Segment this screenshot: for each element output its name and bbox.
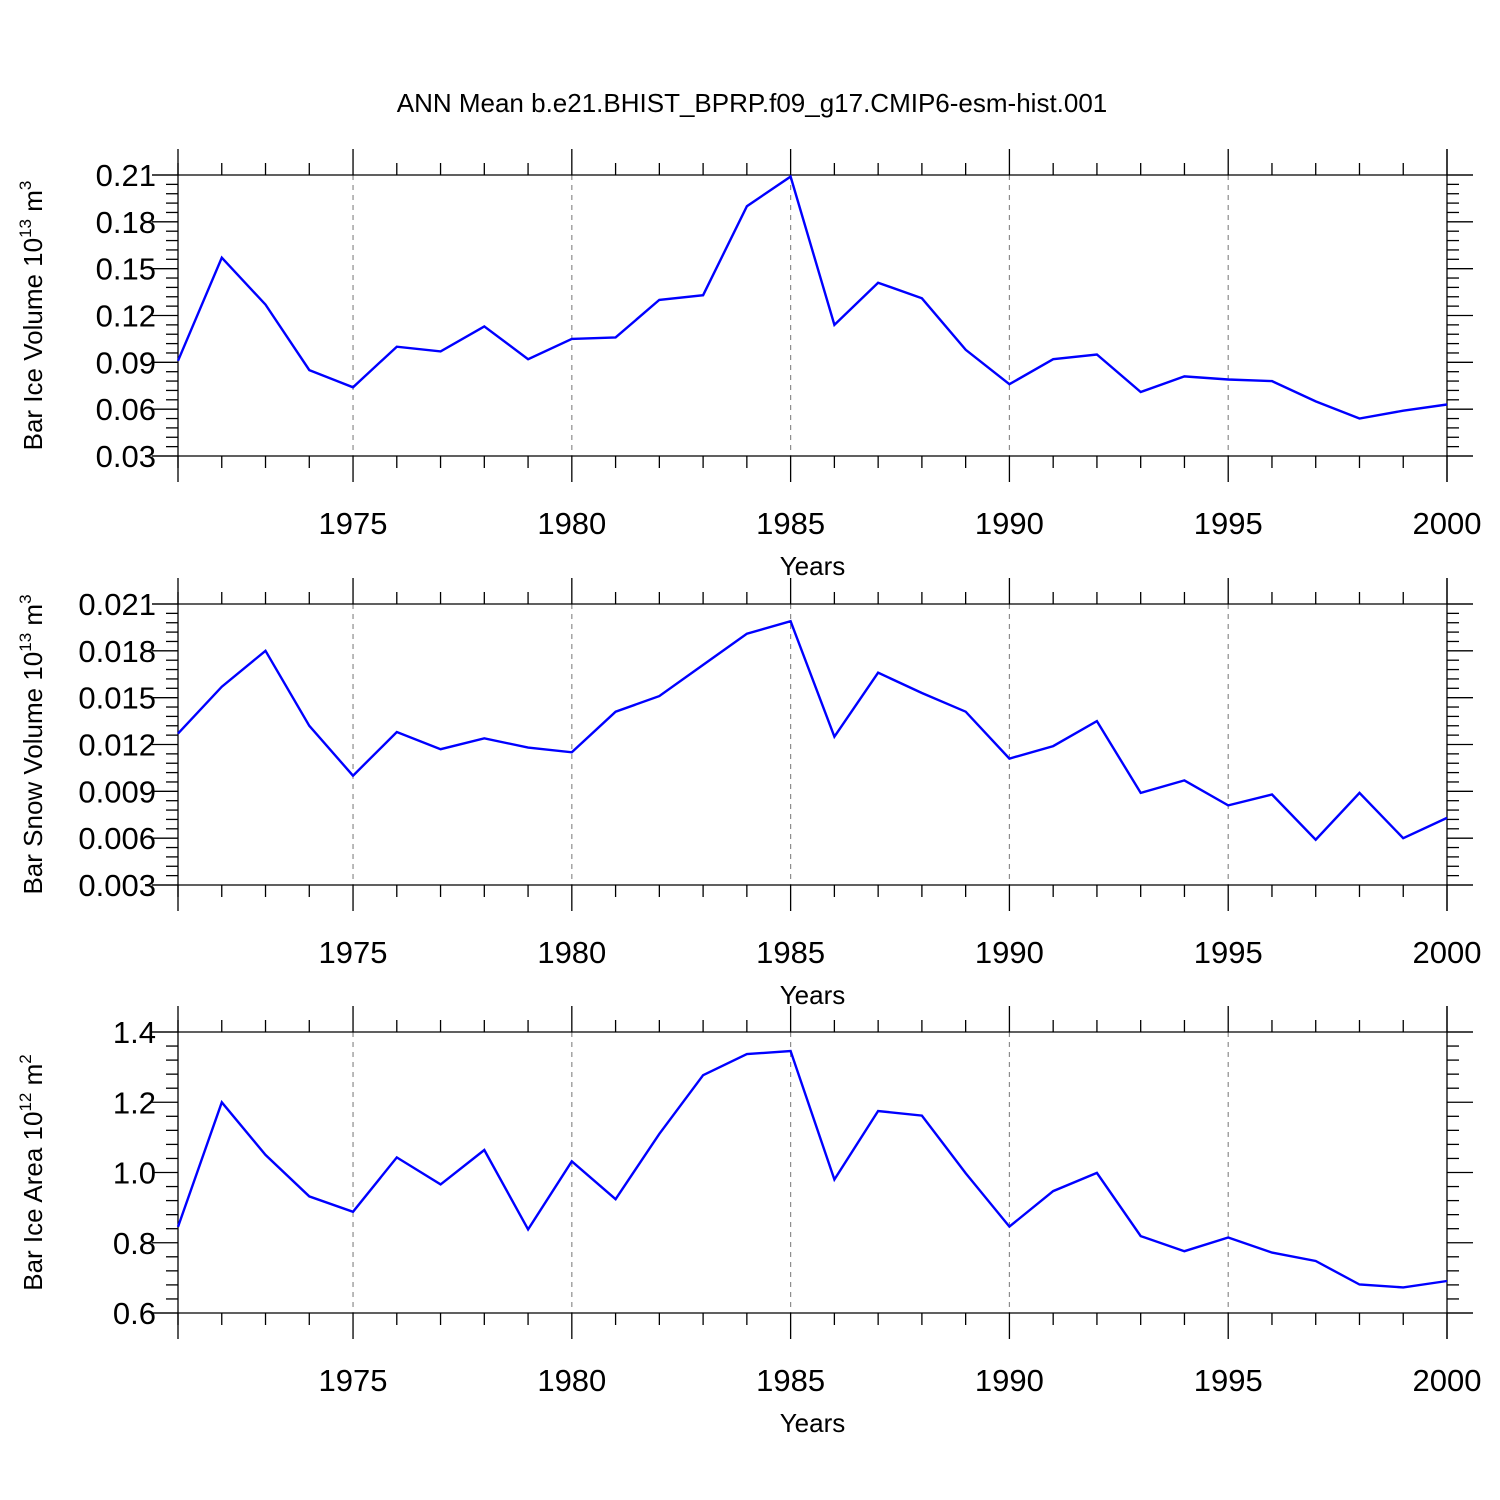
x-axis-label: Years (780, 1408, 846, 1438)
x-tick-label: 2000 (1413, 1363, 1482, 1398)
y-tick-label: 0.21 (96, 158, 156, 193)
y-tick-label: 0.006 (78, 821, 156, 856)
series-line (176, 174, 1448, 420)
x-tick-label: 1975 (319, 1363, 388, 1398)
x-tick-label: 1980 (537, 1363, 606, 1398)
x-tick-label: 1985 (756, 506, 825, 541)
x-tick-label: 1995 (1194, 1363, 1263, 1398)
y-axis-label: Bar Snow Volume 1013 m3 (16, 594, 48, 894)
y-tick-label: 0.009 (78, 774, 156, 809)
y-tick-label: 0.09 (96, 345, 156, 380)
x-tick-label: 2000 (1413, 506, 1482, 541)
figure-title: ANN Mean b.e21.BHIST_BPRP.f09_g17.CMIP6-… (397, 88, 1108, 118)
chart-panel-3: 0.6 0.8 1.0 1.2 1.4 1975 1980 1985 1990 1995 2000 Y… (16, 1006, 1481, 1438)
x-tick-label: 1985 (756, 1363, 825, 1398)
y-tick-label: 0.021 (78, 587, 156, 622)
y-tick-label: 0.15 (96, 252, 156, 287)
y-tick-label: 1.0 (113, 1156, 156, 1191)
y-axis-label: Bar Ice Area 1012 m2 (16, 1054, 48, 1291)
chart-panel-2: 0.003 0.006 0.009 0.012 0.015 0.018 0.021 1975 1… (16, 578, 1481, 1010)
x-tick-label: 1995 (1194, 506, 1263, 541)
series-line (176, 1049, 1448, 1289)
y-tick-label: 1.4 (113, 1015, 156, 1050)
y-tick-label: 0.003 (78, 868, 156, 903)
y-tick-label: 0.012 (78, 728, 156, 763)
x-tick-label: 1980 (537, 935, 606, 970)
y-tick-label: 1.2 (113, 1085, 156, 1120)
x-tick-label: 1990 (975, 935, 1044, 970)
y-axis-label: Bar Ice Volume 1013 m3 (16, 181, 48, 451)
x-tick-label: 2000 (1413, 935, 1482, 970)
x-tick-label: 1990 (975, 1363, 1044, 1398)
y-tick-label: 0.03 (96, 439, 156, 474)
panels: 0.03 0.06 0.09 0.12 0.15 0.18 0.21 1975 1980 1985… (16, 149, 1481, 1438)
y-tick-label: 0.6 (113, 1296, 156, 1331)
x-axis-label: Years (780, 551, 846, 581)
y-tick-label: 0.015 (78, 681, 156, 716)
x-tick-label: 1975 (319, 506, 388, 541)
series-line (177, 619, 1448, 842)
x-axis-label: Years (780, 980, 846, 1010)
chart-panel-1: 0.03 0.06 0.09 0.12 0.15 0.18 0.21 1975 1980 1985… (16, 149, 1481, 581)
y-tick-label: 0.06 (96, 392, 156, 427)
y-tick-label: 0.8 (113, 1226, 156, 1261)
y-tick-label: 0.12 (96, 299, 156, 334)
x-tick-label: 1975 (319, 935, 388, 970)
x-tick-label: 1990 (975, 506, 1044, 541)
y-tick-label: 0.018 (78, 634, 156, 669)
x-tick-label: 1980 (537, 506, 606, 541)
x-tick-label: 1985 (756, 935, 825, 970)
x-tick-label: 1995 (1194, 935, 1263, 970)
y-tick-label: 0.18 (96, 205, 156, 240)
